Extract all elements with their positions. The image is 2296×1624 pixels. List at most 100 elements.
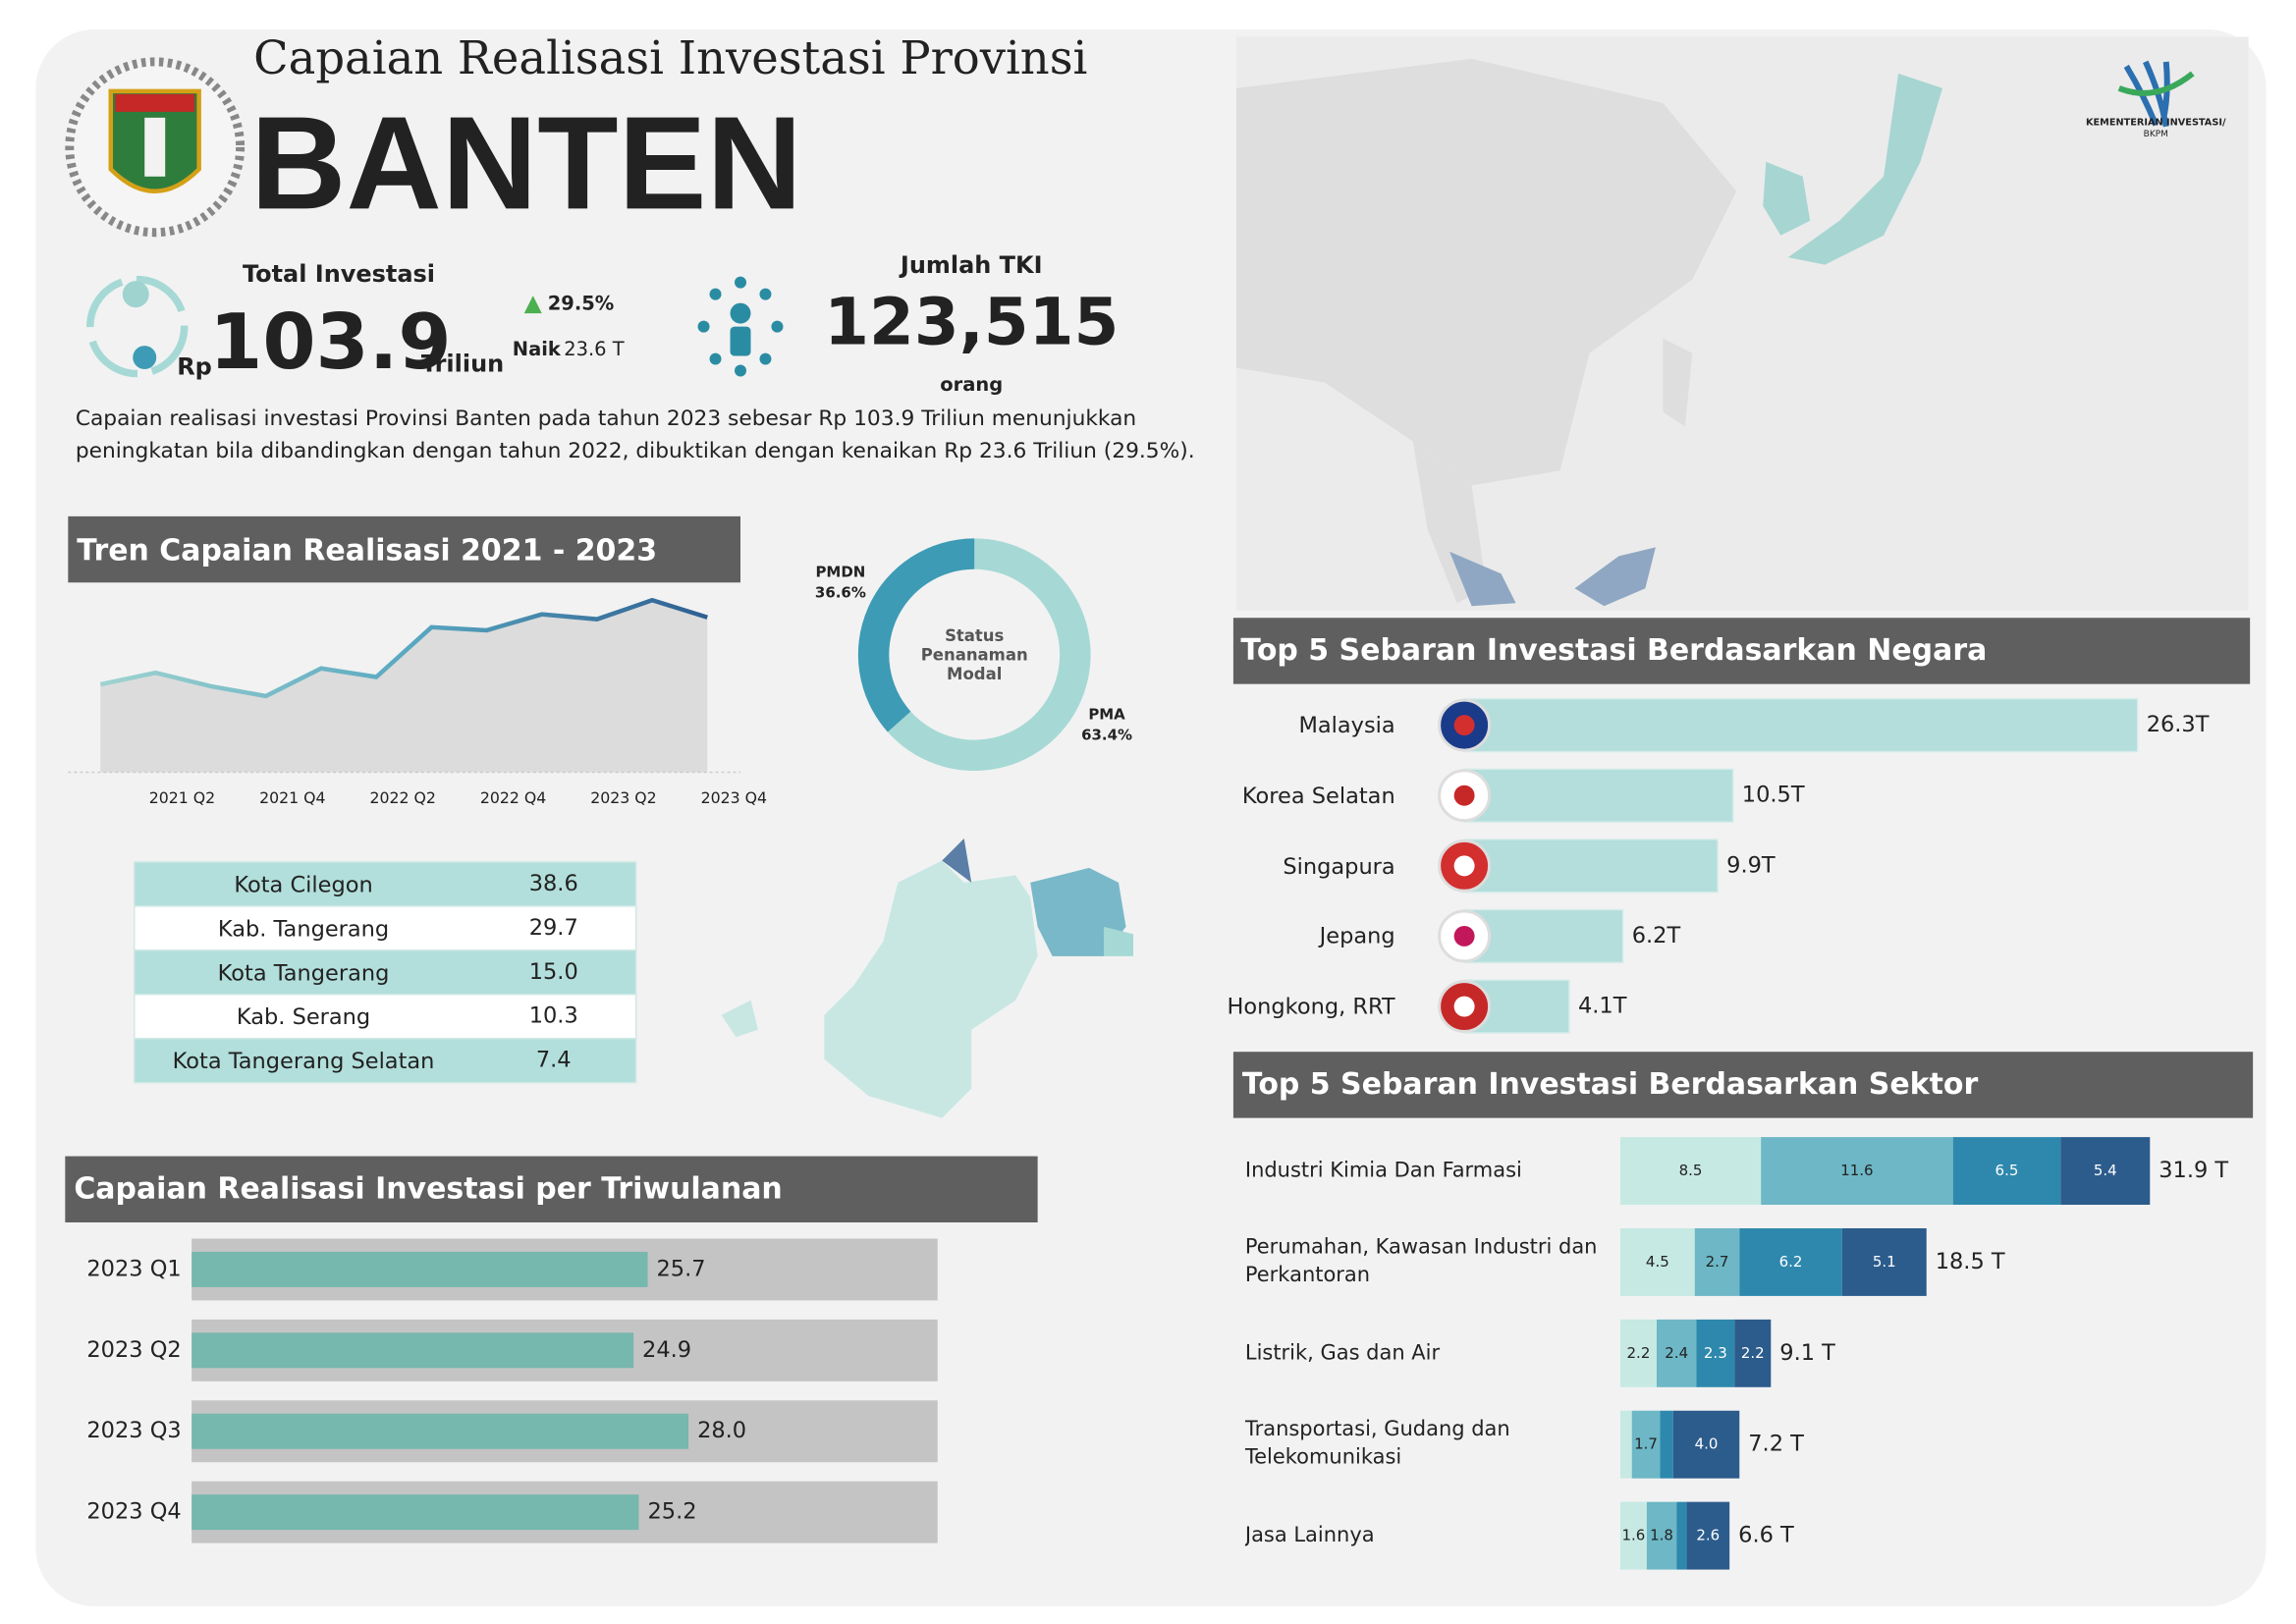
total-label: 9.1 T <box>1779 1340 1835 1366</box>
people-icon <box>697 276 784 377</box>
y-tick-label-box: Jepang <box>1319 922 1395 949</box>
y-tick-label: Korea Selatan <box>1241 782 1395 809</box>
value-label: 28.0 <box>697 1418 746 1443</box>
bar <box>1463 768 1734 823</box>
x-tick-label: 2021 Q4 <box>259 788 325 807</box>
segment-label: 2.4 <box>1665 1344 1688 1362</box>
bar-segment <box>1619 1227 1695 1296</box>
bar-segment <box>1672 1410 1740 1479</box>
region-name: Kab. Tangerang <box>218 916 389 942</box>
bar <box>1463 697 2139 753</box>
donut-center-label-box: Status Penanaman Modal <box>920 625 1028 683</box>
table-row <box>133 1037 637 1084</box>
emblem <box>65 57 246 238</box>
bar-segment <box>1619 1319 1657 1387</box>
chart-title: Tren Capaian Realisasi 2021 - 2023 <box>77 533 657 568</box>
y-tick-label-box: Industri Kimia Dan Farmasi <box>1244 1158 1522 1182</box>
y-tick-label-box: Transportasi, Gudang dan Telekomunikasi <box>1244 1418 1510 1470</box>
x-tick-label: 2023 Q4 <box>701 788 767 807</box>
region-value: 38.6 <box>529 871 578 896</box>
y-tick-label: 2023 Q1 <box>86 1256 181 1281</box>
x-tick-label: 2021 Q2 <box>149 788 215 807</box>
value-label: 25.7 <box>657 1256 706 1281</box>
x-tick-label: 2022 Q2 <box>369 788 435 807</box>
y-tick-label-box: Malaysia <box>1298 712 1394 738</box>
flag-detail <box>1453 715 1475 736</box>
bar-segment <box>1761 1137 1953 1206</box>
growth: 29.5% <box>548 293 615 315</box>
y-tick-label: Perumahan, Kawasan Industri dan Perkanto… <box>1244 1235 1598 1287</box>
bar-segment <box>1739 1227 1842 1296</box>
growth-arrow <box>523 296 542 314</box>
segment-label: 6.2 <box>1779 1253 1803 1271</box>
segment-label: 2.6 <box>1696 1527 1720 1544</box>
region-name: Kota Tangerang <box>218 960 390 986</box>
bar <box>191 1413 689 1449</box>
bar <box>191 1332 634 1369</box>
bar-segment <box>1841 1227 1927 1296</box>
value-label: 4.1T <box>1578 994 1627 1019</box>
region-value: 10.3 <box>529 1003 578 1029</box>
y-tick-label: Transportasi, Gudang dan Telekomunikasi <box>1244 1418 1510 1470</box>
region-name: Kab. Serang <box>237 1004 370 1030</box>
slice-label: PMA <box>1088 706 1125 724</box>
section-header <box>68 515 741 583</box>
y-tick-label-box: Singapura <box>1283 852 1394 879</box>
description: peningkatan bila dibandingkan dengan tah… <box>76 439 1195 463</box>
y-tick-label-box: Korea Selatan <box>1241 782 1395 809</box>
donut-center-label: Status Penanaman Modal <box>920 625 1028 683</box>
kpi-label: Total Investasi <box>243 260 435 288</box>
x-tick-label: 2023 Q2 <box>590 788 656 807</box>
flag-detail <box>1453 855 1475 877</box>
segment-label: 4.0 <box>1695 1435 1719 1453</box>
slice-value: 63.4% <box>1081 727 1132 744</box>
logo-text: KEMENTERIAN INVESTASI/ <box>2086 117 2226 128</box>
total-label: 31.9 T <box>2159 1158 2228 1183</box>
bar-segment <box>1660 1410 1673 1479</box>
chart-title: Top 5 Sebaran Investasi Berdasarkan Nega… <box>1240 633 1987 668</box>
segment-label: 11.6 <box>1840 1162 1873 1179</box>
increase-label: Naik <box>513 338 562 360</box>
y-tick-label: Jepang <box>1319 922 1395 949</box>
area <box>100 600 708 773</box>
bar-segment <box>1686 1501 1730 1570</box>
bar-segment <box>1734 1319 1772 1387</box>
value-label: 24.9 <box>642 1337 691 1363</box>
flag-detail <box>1453 996 1475 1017</box>
segment-label: 2.3 <box>1704 1344 1727 1362</box>
region-value: 29.7 <box>529 915 578 941</box>
bar <box>191 1251 648 1287</box>
kpi-currency: Rp <box>177 353 212 381</box>
segment-label: 5.4 <box>2094 1162 2117 1179</box>
tki-value: 123,515 <box>824 285 1119 360</box>
bar <box>1463 839 1719 893</box>
segment-label: 5.1 <box>1873 1253 1896 1271</box>
y-tick-label-box: Hongkong, RRT <box>1227 993 1395 1020</box>
investment-icon <box>86 275 189 378</box>
value-label: 26.3T <box>2147 712 2210 737</box>
section-header <box>1232 618 2251 684</box>
segment-label: 4.5 <box>1646 1253 1669 1271</box>
bar-segment <box>1631 1410 1661 1479</box>
slice-label: PMDN <box>815 563 865 580</box>
chart-title: Top 5 Sebaran Investasi Berdasarkan Sekt… <box>1242 1067 1979 1102</box>
y-tick-label: 2023 Q4 <box>86 1499 181 1525</box>
segment-label: 1.6 <box>1621 1527 1645 1544</box>
bar-segment <box>1694 1227 1740 1296</box>
region-name: Kota Tangerang Selatan <box>173 1049 435 1074</box>
slice-value: 36.6% <box>815 583 866 601</box>
y-tick-label: 2023 Q3 <box>86 1418 181 1443</box>
segment-label: 2.2 <box>1627 1344 1651 1362</box>
x-tick-label: 2022 Q4 <box>480 788 546 807</box>
flag-detail <box>1453 925 1475 947</box>
section-header <box>1232 1052 2254 1118</box>
total-label: 6.6 T <box>1738 1523 1794 1548</box>
value-label: 10.5T <box>1742 783 1805 808</box>
y-tick-label: Hongkong, RRT <box>1227 993 1395 1020</box>
line <box>99 597 708 699</box>
bar-segment <box>1696 1319 1735 1387</box>
value-label: 6.2T <box>1632 923 1681 948</box>
asia-map <box>1235 36 2249 611</box>
y-tick-label: Industri Kimia Dan Farmasi <box>1244 1158 1522 1182</box>
